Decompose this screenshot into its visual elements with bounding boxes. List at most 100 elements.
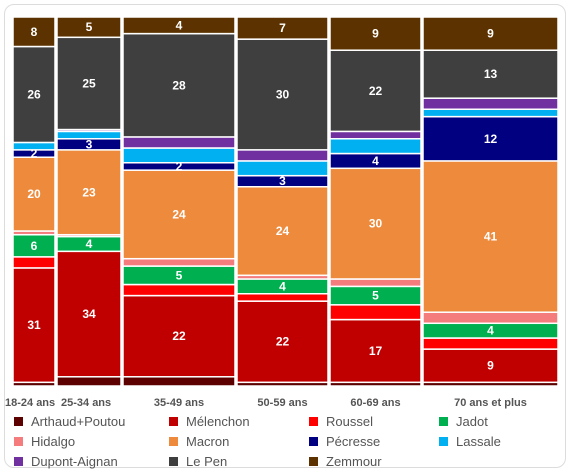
legend-label: Zemmour <box>326 453 382 469</box>
legend-item-hidalgo: Hidalgo <box>14 432 169 450</box>
data-label-melenchon-70-ans-et-plus: 9 <box>487 359 494 373</box>
bar-segment-dupont-aignan-70-ans-et-plus <box>422 97 559 110</box>
x-tick-label-60-69-ans: 60-69 ans <box>350 397 400 409</box>
bar-segment-lassale-60-69-ans <box>329 138 422 155</box>
bar-segment-zemmour-70-ans-et-plus <box>422 16 559 51</box>
bar-segment-lassale-35-49-ans <box>122 147 236 164</box>
bar-segment-melenchon-70-ans-et-plus <box>422 348 559 384</box>
data-label-le-pen-50-59-ans: 30 <box>276 87 290 101</box>
legend-item-zemmour: Zemmour <box>309 452 439 470</box>
legend-label: Le Pen <box>186 453 228 469</box>
legend-swatch <box>309 436 318 446</box>
data-label-pecresse-25-34-ans: 3 <box>86 137 93 151</box>
bar-segment-hidalgo-35-49-ans <box>122 257 236 267</box>
data-label-melenchon-50-59-ans: 22 <box>276 335 290 349</box>
data-label-melenchon-18-24-ans: 31 <box>27 318 41 332</box>
legend-item-arthaud-poutou: Arthaud+Poutou <box>14 412 169 430</box>
legend-label: Jadot <box>456 413 488 429</box>
bar-segment-zemmour-18-24-ans <box>12 16 56 48</box>
bar-segment-le-pen-35-49-ans <box>122 32 236 138</box>
data-label-jadot-25-34-ans: 4 <box>86 237 93 251</box>
data-label-pecresse-60-69-ans: 4 <box>372 154 379 168</box>
bar-segment-melenchon-35-49-ans <box>122 294 236 378</box>
data-label-jadot-50-59-ans: 4 <box>279 279 286 293</box>
data-label-melenchon-60-69-ans: 17 <box>369 344 383 358</box>
data-label-jadot-70-ans-et-plus: 4 <box>487 324 494 338</box>
chart-legend: Arthaud+Poutou Mélenchon Roussel Jadot Hidal… <box>14 412 559 470</box>
legend-item-lassale: Lassale <box>439 432 559 450</box>
data-label-zemmour-60-69-ans: 9 <box>372 27 379 41</box>
bar-segment-roussel-70-ans-et-plus <box>422 337 559 350</box>
data-label-le-pen-25-34-ans: 25 <box>82 76 96 90</box>
legend-swatch <box>169 436 178 446</box>
legend-label: Macron <box>186 433 230 449</box>
bar-segment-roussel-35-49-ans <box>122 283 236 297</box>
legend-label: Mélenchon <box>186 413 250 429</box>
data-label-macron-70-ans-et-plus: 41 <box>484 230 498 244</box>
legend-item-macron: Macron <box>169 432 309 450</box>
bar-segment-macron-18-24-ans <box>12 156 56 232</box>
legend-item-pecresse: Pécresse <box>309 432 439 450</box>
data-label-macron-35-49-ans: 24 <box>172 207 186 221</box>
data-label-pecresse-18-24-ans: 2 <box>31 147 38 161</box>
legend-item-roussel: Roussel <box>309 412 439 430</box>
bar-segment-macron-50-59-ans <box>236 185 329 277</box>
data-label-zemmour-70-ans-et-plus: 9 <box>487 27 494 41</box>
legend-swatch <box>14 456 23 466</box>
bar-segment-arthaud-poutou-35-49-ans <box>122 376 236 387</box>
legend-swatch <box>169 416 178 426</box>
bar-segment-le-pen-18-24-ans <box>12 45 56 144</box>
data-label-jadot-60-69-ans: 5 <box>372 289 379 303</box>
bar-segment-dupont-aignan-60-69-ans <box>329 130 422 140</box>
bar-segment-macron-25-34-ans <box>56 149 122 236</box>
bar-segment-macron-60-69-ans <box>329 167 422 280</box>
legend-item-melenchon: Mélenchon <box>169 412 309 430</box>
legend-swatch <box>169 456 178 466</box>
bar-segment-roussel-50-59-ans <box>236 293 329 302</box>
data-label-macron-60-69-ans: 30 <box>369 217 383 231</box>
legend-label: Hidalgo <box>31 433 76 449</box>
x-tick-label-35-49-ans: 35-49 ans <box>154 397 204 409</box>
bar-segment-le-pen-50-59-ans <box>236 38 329 151</box>
bar-segment-hidalgo-70-ans-et-plus <box>422 311 559 325</box>
bar-segment-macron-35-49-ans <box>122 169 236 260</box>
data-label-pecresse-70-ans-et-plus: 12 <box>484 132 498 146</box>
bar-segment-zemmour-35-49-ans <box>122 16 236 35</box>
bar-segment-melenchon-25-34-ans <box>56 250 122 378</box>
bar-segment-hidalgo-60-69-ans <box>329 278 422 288</box>
legend-label: Pécresse <box>326 433 381 449</box>
data-label-pecresse-50-59-ans: 3 <box>279 174 286 188</box>
bar-segment-arthaud-poutou-25-34-ans <box>56 376 122 387</box>
legend-swatch <box>309 416 318 426</box>
data-label-le-pen-70-ans-et-plus: 13 <box>484 67 498 81</box>
legend-swatch <box>439 436 448 446</box>
data-label-zemmour-25-34-ans: 5 <box>86 20 93 34</box>
bar-segment-zemmour-25-34-ans <box>56 16 122 39</box>
bar-segment-macron-70-ans-et-plus <box>422 160 559 313</box>
bar-segment-melenchon-50-59-ans <box>236 300 329 384</box>
data-label-melenchon-35-49-ans: 22 <box>172 329 186 343</box>
legend-label: Lassale <box>456 433 501 449</box>
legend-label: Roussel <box>326 413 373 429</box>
legend-item-le-pen: Le Pen <box>169 452 309 470</box>
legend-swatch <box>309 456 318 466</box>
bar-segment-lassale-50-59-ans <box>236 160 329 177</box>
bar-segment-lassale-18-24-ans <box>12 141 56 151</box>
x-tick-label-25-34-ans: 25-34 ans <box>61 397 111 409</box>
bar-segment-le-pen-25-34-ans <box>56 36 122 131</box>
data-label-zemmour-18-24-ans: 8 <box>31 25 38 39</box>
bar-segment-melenchon-60-69-ans <box>329 318 422 384</box>
bar-segment-le-pen-60-69-ans <box>329 49 422 133</box>
bar-segment-zemmour-50-59-ans <box>236 16 329 40</box>
data-label-le-pen-35-49-ans: 28 <box>172 78 186 92</box>
legend-label: Arthaud+Poutou <box>31 413 126 429</box>
legend-swatch <box>439 416 448 426</box>
legend-item-jadot: Jadot <box>439 412 559 430</box>
bar-segment-dupont-aignan-50-59-ans <box>236 149 329 162</box>
data-label-macron-25-34-ans: 23 <box>82 185 96 199</box>
data-label-melenchon-25-34-ans: 34 <box>82 307 96 321</box>
legend-label: Dupont-Aignan <box>31 453 118 469</box>
bar-segment-dupont-aignan-35-49-ans <box>122 136 236 149</box>
data-label-le-pen-18-24-ans: 26 <box>27 87 41 101</box>
